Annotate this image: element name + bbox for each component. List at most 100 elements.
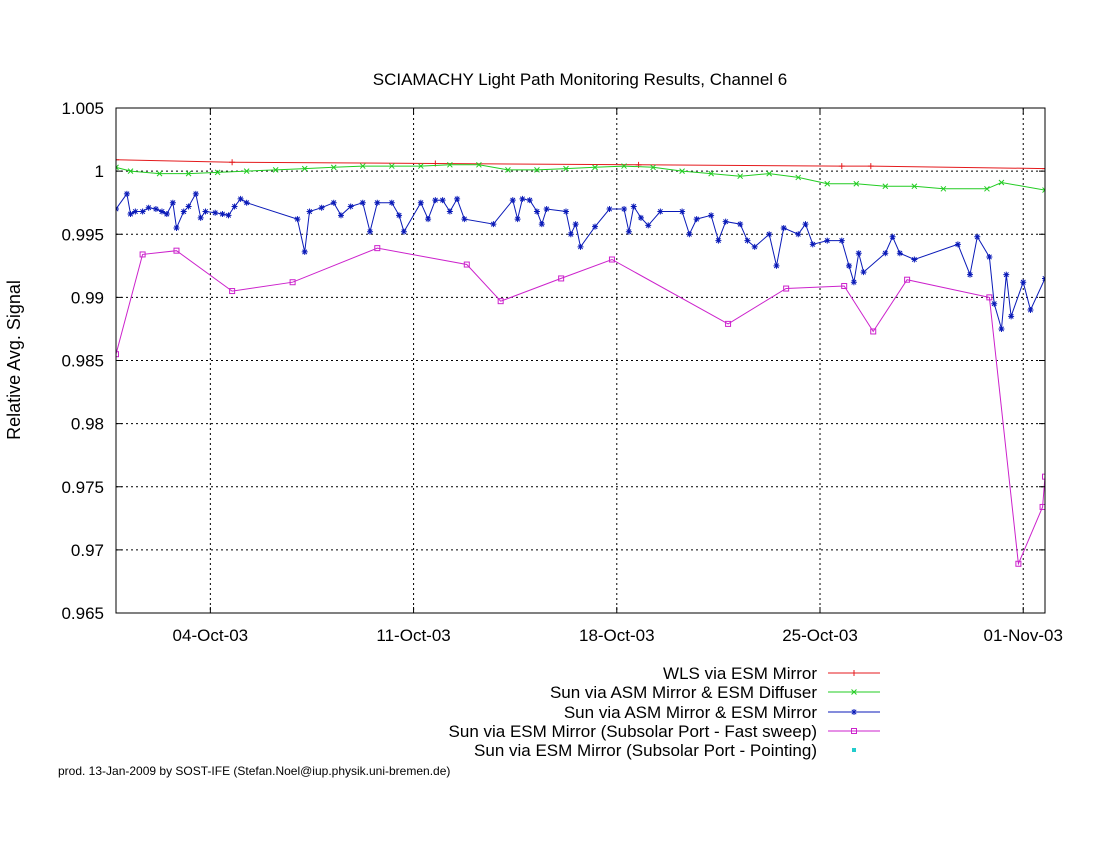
data-point-plus [229,159,236,166]
data-point-square [173,247,180,254]
data-point-cross [592,164,598,171]
data-point-star [715,237,722,244]
x-tick-label: 11-Oct-03 [376,626,450,645]
series-1 [116,156,1045,172]
data-point-star [152,206,159,212]
data-point-star [347,203,354,210]
y-tick-label: 0.965 [61,604,104,623]
data-point-star [359,199,366,206]
data-point-star [577,243,584,250]
y-tick-label: 0.97 [71,541,104,560]
data-point-square [558,275,565,282]
data-point-star [330,199,337,206]
data-point-cross [679,168,685,174]
chart-title: SCIAMACHY Light Path Monitoring Results,… [373,70,788,89]
data-point-star [592,223,599,230]
data-point-star [846,262,853,269]
data-point-star [606,206,613,212]
data-point-star [889,233,896,240]
data-point-cross [621,163,627,169]
plot-frame [115,107,1046,614]
data-point-star [572,221,579,228]
data-point-cross [824,180,831,187]
data-point-cross [708,170,714,177]
grid-lines [116,108,1045,613]
data-point-star [543,206,550,212]
data-point-star [432,197,439,204]
data-point-star [1020,279,1027,286]
data-point-star [630,203,637,210]
x-tick-label: 01-Nov-03 [984,626,1063,645]
data-point-square [139,251,146,258]
data-point-star [974,233,981,240]
data-point-star [163,211,170,218]
data-point-cross [853,180,860,187]
data-point-cross [156,170,163,177]
data-point-star [301,248,308,255]
series-line [116,247,1045,566]
data-point-cross [359,163,366,169]
data-point-square [116,351,119,358]
data-point-cross [127,168,134,174]
data-point-star [991,300,998,307]
data-point-square [497,298,504,305]
y-axis-label: Relative Avg. Signal [4,280,24,440]
data-point-star [645,222,652,229]
data-point-star [562,208,569,215]
y-tick-label: 0.975 [61,478,104,497]
series-4 [116,245,1045,567]
data-series [116,156,1045,567]
data-point-star [306,208,313,215]
data-point-star [425,216,432,223]
data-point-cross [301,165,308,172]
data-point-star [526,197,533,204]
data-point-star [766,231,773,238]
data-point-plus [116,156,119,163]
data-point-star [417,199,424,206]
x-tick-label: 25-Oct-03 [782,626,858,645]
x-tick-label: 18-Oct-03 [579,626,655,645]
data-point-star [185,203,192,210]
data-point-square [904,276,911,283]
y-axis-ticks: 0.965 0.97 0.975 0.98 0.985 0.99 0.995 1 1.005 [61,99,1045,623]
data-point-star [744,237,751,244]
data-point-plus [1042,165,1045,172]
data-point-star [1008,313,1015,320]
legend-label: Sun via ASM Mirror & ESM Diffuser [550,683,817,702]
data-point-star [519,195,526,202]
data-point-star [169,199,176,206]
data-point-star [780,224,787,231]
data-point-star [751,243,758,250]
data-point-cross [1042,187,1045,193]
data-point-cross [984,185,990,192]
y-tick-label: 0.98 [71,415,104,434]
data-point-star [192,190,199,197]
data-point-cross [447,161,453,168]
data-point-cross [116,164,119,171]
data-point-cross [388,163,395,169]
series-3 [116,190,1045,332]
data-point-cross [563,165,569,172]
data-point-cross [476,161,482,168]
data-point-square [1039,503,1045,510]
data-point-star [855,250,862,257]
data-point-star [180,208,187,215]
data-point-star [454,195,461,202]
data-point-star [173,224,180,231]
data-point-star [850,279,857,286]
data-point-star [851,709,857,715]
data-point-star [132,208,139,215]
legend-label: Sun via ESM Mirror (Subsolar Port - Poin… [474,741,817,760]
data-point-star [967,271,974,278]
data-point-star [243,199,250,206]
y-tick-label: 0.995 [61,225,104,244]
data-point-star [708,212,715,219]
data-point-star [318,204,325,211]
data-point-star [212,209,219,216]
data-point-square [870,328,877,335]
data-point-star [374,199,381,206]
data-point-star [139,208,146,215]
data-point-star [127,211,134,218]
data-point-square [374,245,381,252]
